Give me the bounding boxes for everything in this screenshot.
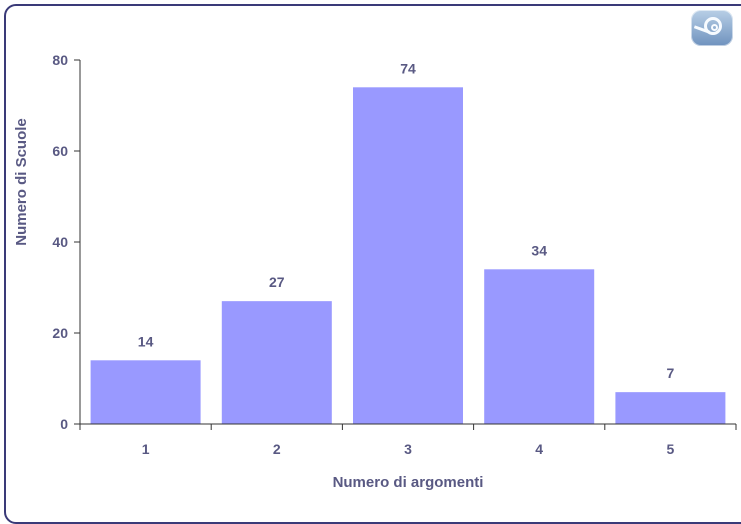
data-label-5: 7 xyxy=(667,365,675,381)
value-labels-layer: 14 27 74 34 7 xyxy=(138,60,675,381)
bar-3 xyxy=(353,87,463,425)
data-label-4: 34 xyxy=(531,242,547,258)
x-tick-label-4: 4 xyxy=(535,441,543,457)
x-tick-label-2: 2 xyxy=(273,441,281,457)
logo-circle-icon xyxy=(704,17,722,35)
y-tick-label-60: 60 xyxy=(52,143,68,159)
bars-layer xyxy=(90,87,726,425)
logo-icon xyxy=(691,10,733,46)
y-ticks-layer: 0 20 40 60 80 xyxy=(52,52,80,432)
x-axis-label: Numero di argomenti xyxy=(333,474,484,491)
y-tick-label-40: 40 xyxy=(52,234,68,250)
bar-1 xyxy=(90,360,201,424)
data-label-1: 14 xyxy=(138,333,154,349)
y-axis-label: Numero di Scuole xyxy=(13,118,30,246)
bar-5 xyxy=(615,392,726,424)
x-tick-label-1: 1 xyxy=(142,441,150,457)
y-tick-label-0: 0 xyxy=(60,416,68,432)
bar-2 xyxy=(221,301,332,424)
x-tick-label-5: 5 xyxy=(667,441,675,457)
data-label-2: 27 xyxy=(269,274,285,290)
x-ticks-layer: 1 2 3 4 5 xyxy=(79,424,737,457)
data-label-3: 74 xyxy=(400,60,416,76)
x-tick-label-3: 3 xyxy=(404,441,412,457)
y-tick-label-80: 80 xyxy=(52,52,68,68)
y-tick-label-20: 20 xyxy=(52,325,68,341)
bar-4 xyxy=(484,269,595,424)
